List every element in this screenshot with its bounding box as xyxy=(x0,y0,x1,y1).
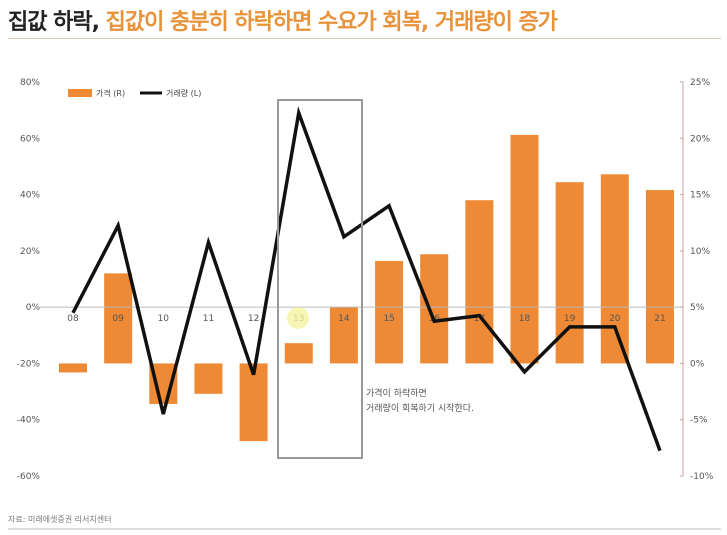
category-label: 21 xyxy=(654,314,665,324)
category-label: 15 xyxy=(383,314,394,324)
category-label: 08 xyxy=(67,314,79,324)
title-main: 집값 하락, xyxy=(8,10,106,35)
bar-16 xyxy=(420,254,449,364)
bar-18 xyxy=(510,134,539,364)
category-label: 11 xyxy=(203,314,214,324)
bar-12 xyxy=(239,363,268,442)
bar-15 xyxy=(375,260,404,364)
bar-09 xyxy=(104,273,133,364)
right-tick-label: 0% xyxy=(690,359,705,369)
left-tick-label: 0% xyxy=(26,303,41,313)
category-label: 17 xyxy=(474,314,485,324)
page-title: 집값 하락, 집값이 충분히 하락하면 수요가 회복, 거래량이 증가 xyxy=(8,4,558,36)
right-tick-label: -10% xyxy=(690,472,714,482)
right-tick-label: 15% xyxy=(690,191,710,201)
left-tick-label: -60% xyxy=(17,472,41,482)
left-tick-label: 60% xyxy=(20,134,40,144)
category-label: 20 xyxy=(609,314,621,324)
bar-11 xyxy=(194,363,223,394)
legend-label-volume: 거래량 (L) xyxy=(166,88,201,98)
bar-20 xyxy=(600,174,629,364)
left-tick-label: 20% xyxy=(20,247,40,257)
source-note: 자료: 미래에셋증권 리서치센터 xyxy=(8,515,112,524)
legend-label-price: 가격 (R) xyxy=(96,88,125,98)
annotation-line-1: 가격이 하락하면 xyxy=(366,387,427,399)
category-label: 09 xyxy=(112,314,124,324)
bottom-divider xyxy=(8,528,721,530)
bar-08 xyxy=(59,363,87,373)
cursor-highlight xyxy=(287,307,309,329)
bar-13 xyxy=(284,343,313,364)
left-tick-label: -20% xyxy=(17,359,41,369)
category-label: 14 xyxy=(338,314,350,324)
highlight-box xyxy=(277,99,363,459)
legend: 가격 (R) 거래량 (L) xyxy=(68,88,201,98)
right-tick-label: 20% xyxy=(690,134,710,144)
title-accent: 집값이 충분히 하락하면 수요가 회복, 거래량이 증가 xyxy=(105,10,558,35)
bar-14 xyxy=(329,307,358,364)
category-label: 10 xyxy=(158,314,170,324)
right-tick-label: 25% xyxy=(690,78,710,88)
category-label: 18 xyxy=(519,314,531,324)
category-label: 19 xyxy=(564,314,576,324)
right-tick-label: -5% xyxy=(690,416,708,426)
left-tick-label: 80% xyxy=(20,78,40,88)
bar-21 xyxy=(645,190,674,364)
volume-line xyxy=(71,106,662,452)
bar-17 xyxy=(465,200,494,364)
bar-19 xyxy=(555,182,584,364)
title-divider xyxy=(8,38,721,39)
annotation-line-2: 거래량이 회복하기 시작한다. xyxy=(366,402,474,414)
left-tick-label: 40% xyxy=(20,191,40,201)
left-tick-label: -40% xyxy=(17,416,41,426)
right-tick-label: 10% xyxy=(690,247,710,257)
right-tick-label: 5% xyxy=(690,303,705,313)
category-label: 12 xyxy=(248,314,259,324)
legend-bar-swatch xyxy=(68,89,92,97)
